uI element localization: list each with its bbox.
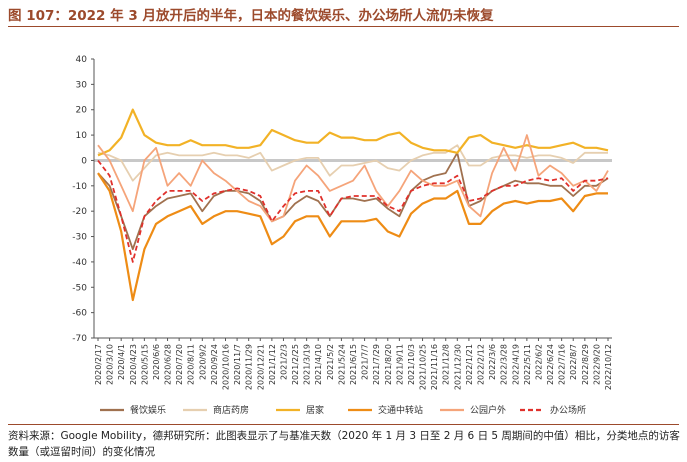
y-tick-label: -30 (72, 233, 87, 243)
y-tick-label: -10 (72, 182, 87, 192)
y-tick-label: 30 (76, 80, 88, 90)
y-tick-label: 0 (81, 156, 87, 166)
x-tick-label: 2021/5/24 (337, 344, 346, 385)
chart-legend: 餐饮娱乐 商店药房 居家 交通中转站 公园户外 办公场所 (100, 404, 586, 416)
x-tick-label: 2020/9/2 (198, 344, 207, 380)
x-tick-label: 2022/2/12 (477, 344, 486, 385)
x-tick-label: 2022/7/16 (558, 344, 567, 385)
x-tick-label: 2020/3/10 (106, 344, 115, 385)
x-tick-label: 2022/4/19 (511, 344, 520, 385)
y-tick-label: 20 (76, 106, 88, 116)
title-divider (8, 26, 679, 27)
x-tick-label: 2020/4/1 (117, 344, 126, 380)
legend-label-4: 交通中转站 (378, 404, 423, 416)
legend-label-3: 居家 (306, 404, 324, 416)
x-tick-label: 2021/7/29 (372, 344, 381, 385)
x-tick-label: 2020/6/28 (164, 344, 173, 385)
y-tick-label: 10 (76, 131, 88, 141)
x-tick-label: 2020/8/11 (187, 344, 196, 385)
x-tick-label: 2020/2/17 (94, 344, 103, 385)
x-tick-label: 2020/12/21 (256, 344, 265, 390)
x-tick-label: 2022/3/6 (488, 344, 497, 380)
x-tick-label: 2021/12/30 (453, 344, 462, 390)
x-tick-label: 2021/5/2 (326, 344, 335, 380)
x-tick-label: 2021/4/10 (314, 344, 323, 385)
x-tick-label: 2021/2/3 (279, 344, 288, 380)
y-axis: -70 -60 -50 -40 -30 -20 -10 0 10 20 30 40 (72, 55, 95, 344)
x-tick-label: 2022/3/28 (500, 344, 509, 385)
x-tick-label: 2022/8/29 (581, 344, 590, 385)
x-tick-label: 2020/5/15 (140, 344, 149, 385)
x-tick-label: 2021/9/11 (395, 344, 404, 385)
y-tick-label: -70 (72, 334, 87, 344)
legend-label-5: 公园户外 (470, 404, 506, 416)
x-axis: 2020/2/17 2020/3/10 2020/4/1 2020/4/23 2020/… (94, 337, 613, 390)
y-tick-label: -60 (72, 309, 87, 319)
series-line-5 (97, 134, 609, 223)
chart-series (97, 108, 609, 302)
legend-label-2: 商店药房 (213, 404, 249, 416)
source-divider (8, 424, 679, 425)
x-tick-label: 2021/11/16 (430, 344, 439, 390)
x-tick-label: 2022/6/24 (546, 344, 555, 385)
x-tick-label: 2020/4/23 (129, 344, 138, 385)
x-tick-label: 2021/10/25 (419, 344, 428, 390)
x-tick-label: 2021/8/20 (384, 344, 393, 385)
x-tick-label: 2021/6/15 (349, 344, 358, 385)
x-tick-label: 2022/9/20 (592, 344, 601, 385)
x-tick-label: 2021/10/3 (407, 344, 416, 385)
series-line-4 (97, 172, 608, 302)
x-tick-label: 2020/10/16 (222, 344, 231, 390)
chart-title: 图 107：2022 年 3 月放开后的半年，日本的餐饮娱乐、办公场所人流仍未恢… (8, 8, 494, 24)
x-tick-label: 2022/10/12 (604, 344, 613, 390)
series-line-2 (97, 144, 608, 182)
x-tick-label: 2021/2/25 (291, 344, 300, 385)
x-tick-label: 2021/1/12 (268, 344, 277, 385)
x-tick-label: 2021/3/19 (303, 344, 312, 385)
y-tick-label: -20 (72, 207, 87, 217)
x-tick-label: 2020/11/29 (245, 344, 254, 390)
series-line-6 (97, 159, 609, 263)
x-tick-label: 2022/6/2 (534, 344, 543, 380)
line-chart: -70 -60 -50 -40 -30 -20 -10 0 10 20 30 40 2020/2/17… (72, 55, 613, 416)
legend-label-1: 餐饮娱乐 (130, 404, 166, 416)
x-tick-label: 2020/11/7 (233, 344, 242, 385)
x-tick-label: 2021/12/8 (442, 344, 451, 385)
x-tick-label: 2022/1/21 (465, 344, 474, 385)
y-tick-label: -40 (72, 258, 87, 268)
legend-label-6: 办公场所 (550, 404, 586, 416)
y-tick-label: 40 (76, 55, 88, 65)
y-tick-label: -50 (72, 283, 87, 293)
source-note: 资料来源：Google Mobility，德邦研究所：此图表显示了与基准天数（2… (8, 430, 680, 458)
x-tick-label: 2021/7/7 (361, 344, 370, 380)
x-tick-label: 2022/5/11 (523, 344, 532, 385)
x-tick-label: 2022/8/7 (569, 344, 578, 380)
x-tick-label: 2020/6/6 (152, 344, 161, 380)
x-tick-label: 2020/9/24 (210, 344, 219, 385)
x-tick-label: 2020/7/20 (175, 344, 184, 385)
series-line-1 (97, 151, 609, 251)
